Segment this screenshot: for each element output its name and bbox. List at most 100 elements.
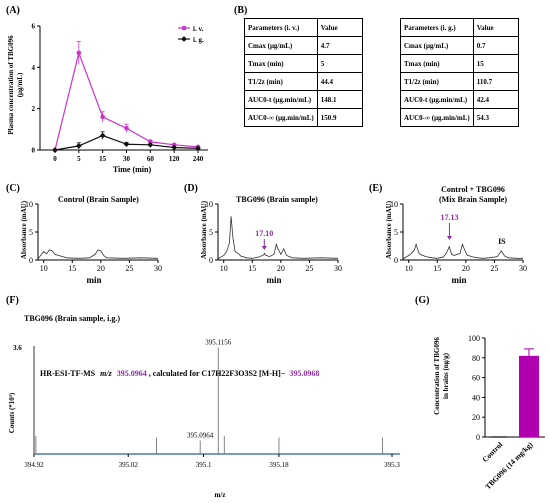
panel-e-chart: (E) Control + TBG096 (Mix Brain Sample) … xyxy=(369,183,527,285)
table-cell: T1/2z (min) xyxy=(400,72,474,91)
table-row: Cmax (μg/mL) 4.7 xyxy=(244,36,363,55)
table-cell: 54.3 xyxy=(472,108,519,127)
table-cell: 148.1 xyxy=(316,90,363,109)
x-tick-label: 20 xyxy=(462,264,470,273)
panel-e-peak-arrowhead xyxy=(446,236,452,240)
table-cell: AUC0-t (μg.min/mL) xyxy=(400,90,474,109)
x-tick-label: 395.18 xyxy=(269,461,289,469)
panel-d-xlabel: min xyxy=(266,275,281,285)
table-cell: Parameters (i. g.) xyxy=(400,18,474,37)
y-tick-label: 0 xyxy=(476,433,480,442)
panel-e-axes: 0 5 10 10 15 20 25 30 xyxy=(390,200,527,273)
panel-e-letter: (E) xyxy=(369,183,382,194)
panel-a-xlabel: Time (min) xyxy=(113,165,152,174)
table-cell: 4.7 xyxy=(316,36,363,55)
x-tick-label: 30 xyxy=(123,155,131,163)
formula-calculated: 395.0968 xyxy=(289,369,319,378)
x-tick-label: 60 xyxy=(147,155,155,163)
table-cell: 150.9 xyxy=(316,108,363,127)
data-point xyxy=(99,132,106,139)
x-tick-label: 10 xyxy=(405,264,413,273)
panel-c-ylabel: Absorbance (mAU) xyxy=(20,200,28,259)
table-cell: Cmax (μg/mL) xyxy=(244,36,318,55)
y-tick-label: 10 xyxy=(390,200,398,209)
table-row: Tmax (min) 15 xyxy=(400,54,519,73)
x-tick-label: 25 xyxy=(125,264,133,273)
x-tick-label: 240 xyxy=(193,155,204,163)
panel-a-letter: (A) xyxy=(6,5,20,16)
panel-a-chart: (A) Plasma concentration of TBG096 (μg/m… xyxy=(6,5,208,174)
formula-observed: 395.0964 xyxy=(117,369,147,378)
panel-e-title-2: (Mix Brain Sample) xyxy=(439,195,507,204)
table-cell: Value xyxy=(316,18,363,37)
x-tick-label: 5 xyxy=(77,155,81,163)
x-tick-label: 15 xyxy=(433,264,441,273)
panel-a-marks xyxy=(52,41,201,153)
formula-middle: , calculated for C17H22F3O3S2 [M-H]− xyxy=(149,369,286,378)
series-line-iv xyxy=(54,50,199,151)
panel-a-ylabel-1: Plasma concentration of TBG096 xyxy=(7,35,15,135)
panel-e-peak-label: 17.13 xyxy=(440,213,458,222)
panel-e-title-1: Control + TBG096 xyxy=(441,185,505,194)
x-tick-label: 15 xyxy=(68,264,76,273)
panel-f-letter: (F) xyxy=(6,295,19,306)
table-cell: 5 xyxy=(316,54,363,73)
table-cell: 42.4 xyxy=(472,90,519,109)
table-cell: 110.7 xyxy=(472,72,519,91)
y-tick-label: 5 xyxy=(394,228,398,237)
panel-g-ylabel-2: in brains (ng/g) xyxy=(442,352,450,399)
x-tick-label: 395.3 xyxy=(384,461,400,469)
x-tick-label: 395.1 xyxy=(196,461,212,469)
panel-g-letter: (G) xyxy=(415,295,429,306)
table-cell: Tmax (min) xyxy=(400,54,474,73)
y-tick-label: 5 xyxy=(209,228,213,237)
panel-c-axes: 0 5 10 10 15 20 25 30 xyxy=(25,200,162,273)
table-row: AUC0-∞ (μg.min/mL) 54.3 xyxy=(400,108,519,127)
panel-f-ylabel: Counts (*10³) xyxy=(8,392,16,433)
y-tick-label: 4 xyxy=(32,64,36,72)
panel-f-peak-obs-label: 395.0964 xyxy=(187,432,214,440)
y-tick-label: 0 xyxy=(32,147,36,155)
table-row: AUC0-∞ (μg.min/mL) 150.9 xyxy=(244,108,363,127)
panel-c-chart: (C) Control (Brain Sample) Absorbance (m… xyxy=(6,183,162,285)
panel-g-marks xyxy=(491,348,539,438)
panel-c-trace xyxy=(37,249,159,260)
x-tick-label: 10 xyxy=(220,264,228,273)
legend-ig-marker xyxy=(181,36,187,42)
y-tick-label: 6 xyxy=(32,23,36,31)
formula-mz: m/z xyxy=(100,369,112,378)
panel-b-letter: (B) xyxy=(234,5,247,16)
bar xyxy=(519,355,539,437)
panel-d-peak-label: 17.10 xyxy=(255,229,273,238)
data-point xyxy=(195,145,201,152)
panel-d-trace xyxy=(217,216,339,260)
y-tick-label: 0 xyxy=(394,256,398,265)
y-tick-label: 2 xyxy=(32,105,36,113)
x-tick-label: 395.02 xyxy=(119,461,139,469)
data-point xyxy=(148,139,153,145)
formula-prefix: HR-ESI-TF-MS xyxy=(40,369,96,378)
table-cell: AUC0-∞ (μg.min/mL) xyxy=(400,108,474,127)
panel-d-chart: (D) TBG096 (Brain sample) Absorbance (mA… xyxy=(184,183,342,285)
data-point xyxy=(123,141,130,148)
table-cell: 15 xyxy=(472,54,519,73)
x-tick-label: 15 xyxy=(99,155,107,163)
x-tick-label: 20 xyxy=(277,264,285,273)
y-tick-label: 80 xyxy=(472,354,480,363)
table-row: Tmax (min) 5 xyxy=(244,54,363,73)
data-point xyxy=(100,114,105,120)
x-tick-label: 30 xyxy=(154,264,162,273)
panel-a-legend: i. v. i. g. xyxy=(178,25,204,44)
panel-e-xlabel: min xyxy=(451,275,466,285)
table-cell: AUC0-∞ (μg.min/mL) xyxy=(244,108,318,127)
panel-f-axes: 394.92 395.02 395.1 395.18 395.3 xyxy=(24,346,400,469)
x-tick-label: 394.92 xyxy=(24,461,44,469)
panel-g-chart: (G) Concentration of TBG096 in brains (n… xyxy=(415,295,545,491)
data-point xyxy=(52,147,58,153)
panel-f-peak-top-label: 395.1156 xyxy=(205,339,231,347)
panel-b: (B) Parameters (i. v.) Value Cmax (μg/mL… xyxy=(228,0,550,180)
x-tick-label: Control xyxy=(480,440,504,464)
data-point xyxy=(124,126,129,131)
x-tick-label: 25 xyxy=(490,264,498,273)
